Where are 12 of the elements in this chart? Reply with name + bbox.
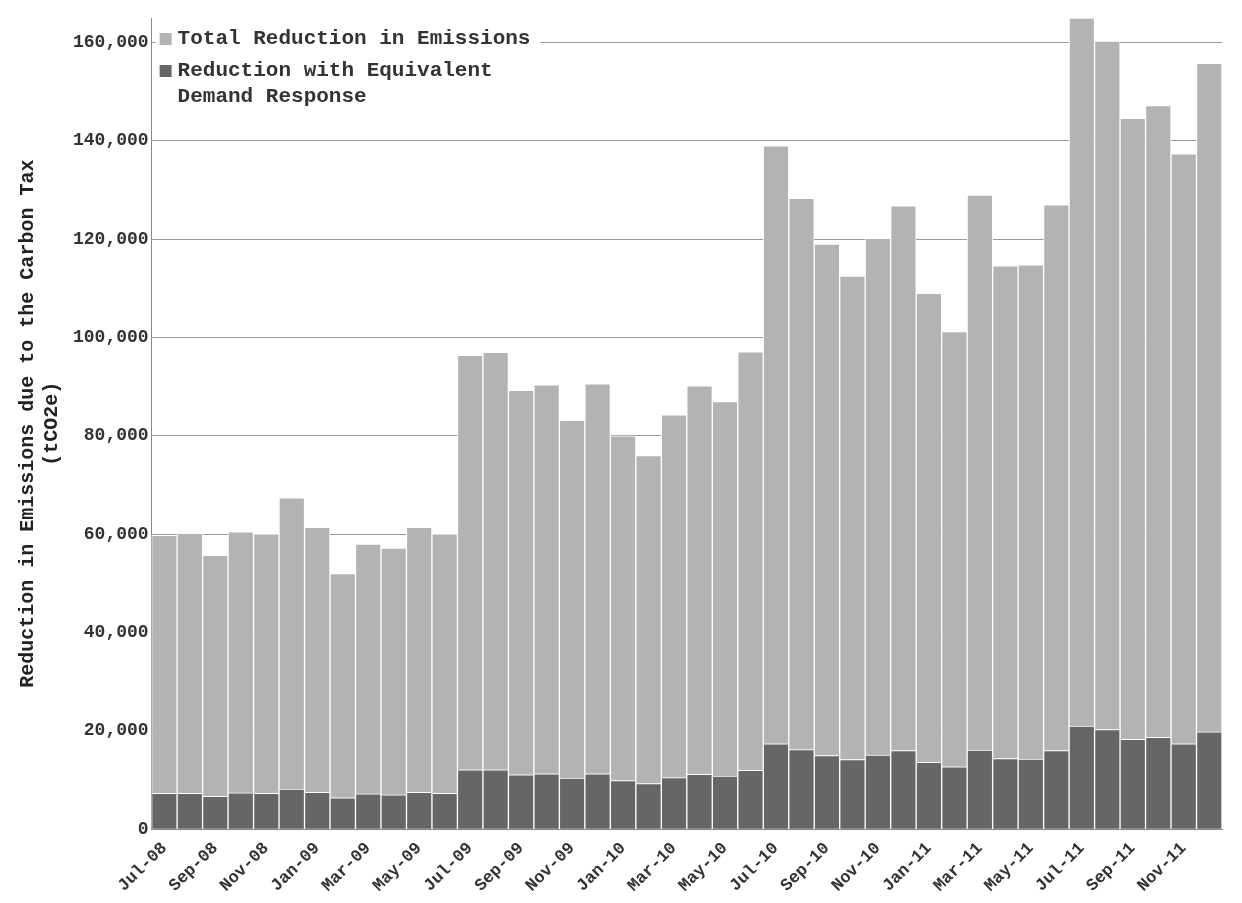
- y-tick-label: 120,000: [72, 228, 149, 249]
- y-tick-label: 100,000: [72, 327, 149, 348]
- legend-label: Total Reduction in Emissions: [177, 26, 531, 50]
- y-tick-label: 140,000: [72, 130, 149, 151]
- y-tick-label: 80,000: [83, 425, 149, 446]
- y-tick-label: 20,000: [83, 720, 149, 741]
- y-tick-label: 60,000: [83, 523, 149, 544]
- legend-label: Reduction with Equivalent Demand Response: [177, 58, 493, 108]
- y-axis-title: Reduction in Emissions due to the Carbon Tax (tCO2e): [16, 159, 64, 688]
- y-tick-label: 0: [137, 818, 149, 839]
- y-tick-label: 160,000: [72, 32, 149, 53]
- y-tick-label: 40,000: [83, 622, 149, 643]
